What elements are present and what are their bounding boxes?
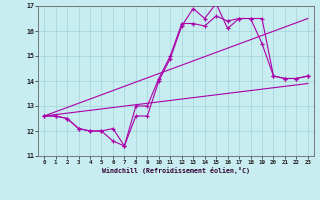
X-axis label: Windchill (Refroidissement éolien,°C): Windchill (Refroidissement éolien,°C) [102, 167, 250, 174]
